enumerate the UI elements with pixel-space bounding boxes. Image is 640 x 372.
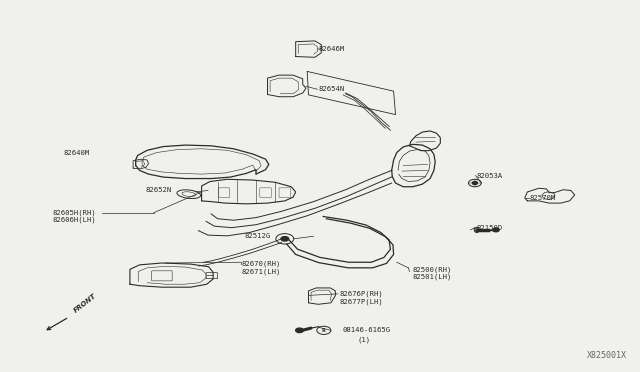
Text: 82677P(LH): 82677P(LH): [339, 298, 383, 305]
Text: 82500(RH): 82500(RH): [413, 266, 452, 273]
Text: 82646M: 82646M: [319, 46, 345, 52]
Text: 82501(LH): 82501(LH): [413, 274, 452, 280]
Text: 82605H(RH): 82605H(RH): [52, 209, 96, 216]
Text: X825001X: X825001X: [588, 351, 627, 360]
Text: 82654N: 82654N: [319, 86, 345, 92]
Text: (1): (1): [357, 336, 371, 343]
Circle shape: [281, 237, 289, 241]
Circle shape: [296, 328, 303, 333]
Text: 82150D: 82150D: [477, 225, 503, 231]
Text: 82652N: 82652N: [146, 187, 172, 193]
Text: 82512G: 82512G: [244, 233, 271, 239]
Circle shape: [472, 182, 477, 185]
Text: R: R: [322, 328, 326, 333]
Text: FRONT: FRONT: [72, 293, 97, 314]
Text: 82570M: 82570M: [530, 195, 556, 201]
Text: 82671(LH): 82671(LH): [242, 268, 282, 275]
Ellipse shape: [474, 227, 479, 232]
Text: 82053A: 82053A: [477, 173, 503, 179]
Text: 82606H(LH): 82606H(LH): [52, 217, 96, 224]
Text: 08146-6165G: 08146-6165G: [342, 327, 390, 333]
Text: 82676P(RH): 82676P(RH): [339, 291, 383, 297]
Text: 82640M: 82640M: [64, 150, 90, 155]
Circle shape: [493, 228, 499, 232]
Text: 82670(RH): 82670(RH): [242, 261, 282, 267]
